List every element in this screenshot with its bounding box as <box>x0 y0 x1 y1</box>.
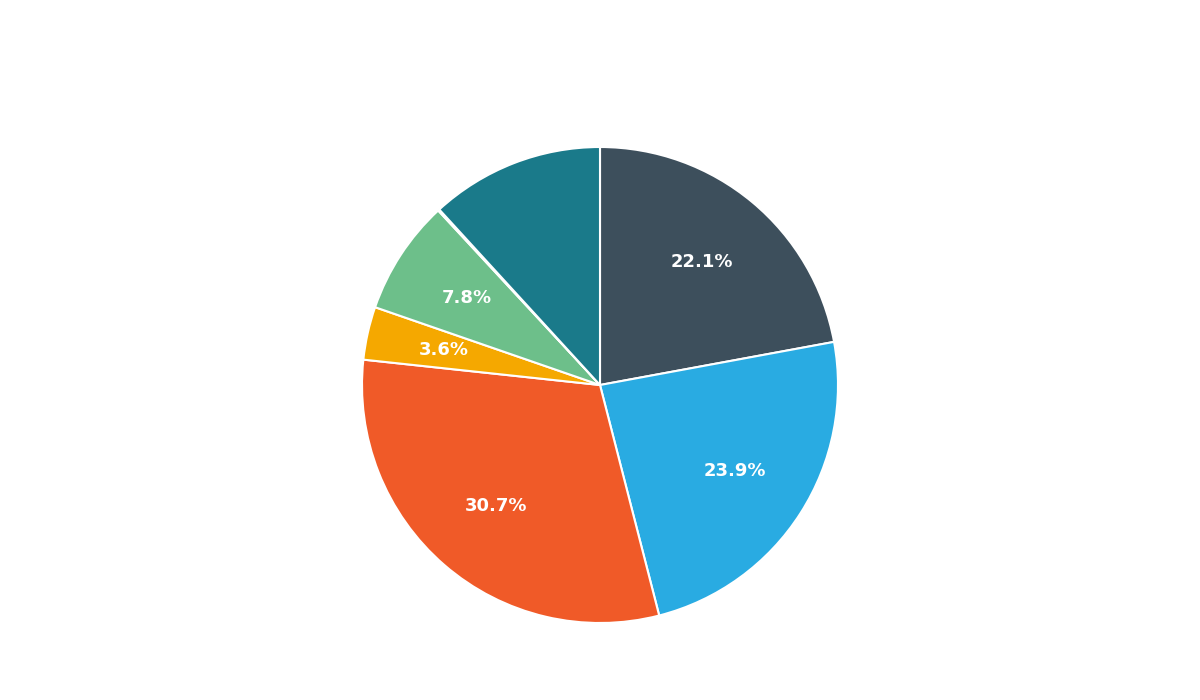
Text: 23.9%: 23.9% <box>703 462 766 480</box>
Wedge shape <box>600 147 834 385</box>
Text: 7.8%: 7.8% <box>442 289 491 307</box>
Wedge shape <box>438 209 600 385</box>
Wedge shape <box>364 307 600 385</box>
Text: 30.7%: 30.7% <box>464 497 527 514</box>
Wedge shape <box>439 147 600 385</box>
Wedge shape <box>362 360 659 623</box>
Text: 3.6%: 3.6% <box>419 341 469 359</box>
Wedge shape <box>376 211 600 385</box>
Wedge shape <box>600 342 838 615</box>
Text: 22.1%: 22.1% <box>671 253 733 272</box>
